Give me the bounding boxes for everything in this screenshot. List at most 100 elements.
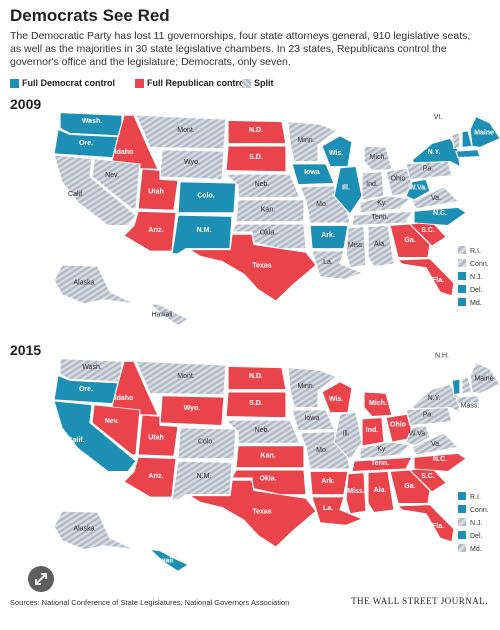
state-ny [411, 383, 461, 414]
state-la [311, 496, 364, 526]
state-co [177, 181, 237, 214]
inset-swatch-ri [458, 492, 466, 500]
inset-swatch-nj [458, 518, 466, 526]
state-label-co: Colo. [198, 438, 214, 445]
expand-button[interactable] [28, 566, 54, 592]
state-label-nc: N.C. [433, 210, 447, 217]
state-mi [363, 391, 393, 417]
inset-label-del: Del. [470, 287, 483, 294]
inset-swatch-del [458, 285, 466, 293]
state-sd [225, 391, 287, 419]
state-label-la: La. [323, 505, 333, 512]
state-vt [451, 132, 461, 150]
state-mn [287, 367, 337, 408]
state-label-me: Maine [474, 376, 493, 383]
state-label-or: Ore. [79, 386, 93, 393]
state-label-ny: N.Y. [428, 149, 441, 156]
state-al [367, 471, 395, 513]
state-nd [227, 120, 287, 144]
state-label-nh: N.H. [435, 107, 449, 114]
state-ar [309, 225, 349, 249]
state-label-il: Ill. [343, 431, 350, 438]
state-id [109, 114, 159, 170]
state-ks [235, 445, 305, 468]
legend-swatch-split [242, 78, 251, 88]
state-label-mo: Mo. [316, 447, 328, 454]
state-label-al: Ala. [374, 241, 386, 248]
state-fl [396, 504, 455, 543]
state-label-ar: Ark. [321, 232, 335, 239]
state-label-wa: Wash. [82, 118, 102, 125]
inset-swatch-ri [458, 246, 466, 254]
state-ga [389, 223, 431, 258]
state-label-nv: Nev. [105, 172, 119, 179]
state-label-tn: Tenn. [371, 214, 388, 221]
state-label-oh: Ohio [390, 422, 406, 429]
state-ma [455, 395, 481, 405]
inset-label-nj: N.J. [470, 274, 483, 281]
state-label-ak: Alaska [73, 525, 94, 532]
state-wv [405, 424, 431, 447]
state-fl [396, 258, 455, 297]
state-label-ok: Okla. [260, 229, 276, 236]
state-me [469, 362, 500, 394]
inset-label-del: Del. [470, 533, 483, 540]
state-label-pa: Pa. [423, 411, 434, 418]
state-label-ar: Ark. [321, 478, 335, 485]
inset-label-conn: Conn. [470, 261, 489, 268]
state-label-ks: Kan. [260, 452, 275, 459]
state-mt [135, 114, 227, 150]
state-mn [287, 121, 337, 162]
state-label-sd: S.D. [249, 400, 263, 407]
state-label-ut: Utah [148, 188, 164, 195]
state-tx [188, 234, 317, 302]
state-ok [231, 469, 307, 495]
state-label-vt: Vt. [434, 360, 443, 367]
state-nv [91, 404, 141, 456]
legend-item-republican: Full Republican control [135, 78, 247, 88]
legend-swatch-republican [135, 78, 144, 88]
inset-label-conn: Conn. [470, 507, 489, 514]
state-ca [53, 400, 137, 472]
state-label-tx: Texas [252, 263, 271, 270]
state-ga [389, 469, 431, 504]
state-hi [148, 548, 189, 572]
state-label-va: Va. [431, 195, 441, 202]
state-label-nh: N.H. [435, 353, 449, 360]
state-vt [451, 378, 461, 396]
state-label-ia: Iowa [305, 415, 320, 422]
legend-label-republican: Full Republican control [147, 78, 248, 88]
legend: Full Democrat control Full Republican co… [10, 78, 490, 92]
state-sd [225, 145, 287, 173]
state-label-ga: Ga. [404, 237, 415, 244]
inset-label-nj: N.J. [470, 520, 483, 527]
state-ca [53, 154, 137, 226]
state-va [411, 432, 459, 456]
state-label-wv: W.Va. [409, 431, 427, 438]
inset-label-ri: R.I. [470, 248, 481, 255]
state-label-az: Ariz. [148, 227, 163, 234]
state-nm [171, 214, 233, 254]
state-ne [224, 173, 301, 198]
state-label-hi: Hawaii [151, 311, 172, 318]
state-id [109, 360, 159, 416]
inset-label-ri: R.I. [470, 494, 481, 501]
state-ks [235, 199, 305, 222]
state-label-in: Ind. [366, 427, 378, 434]
state-label-ca: Calif. [68, 191, 84, 198]
state-label-mn: Minn. [297, 137, 314, 144]
inset-label-md: Md. [470, 300, 482, 307]
state-wa [59, 358, 123, 383]
state-label-tn: Tenn. [371, 460, 389, 467]
inset-swatch-conn [458, 259, 466, 267]
state-label-mi: Mich. [369, 400, 387, 407]
sources-note: Sources: National Conference of State Le… [10, 598, 290, 607]
state-nc [413, 207, 467, 226]
state-in [361, 417, 385, 447]
state-il [333, 412, 363, 461]
state-tx [188, 480, 317, 548]
state-in [361, 171, 385, 201]
legend-label-democrat: Full Democrat control [22, 78, 116, 88]
legend-item-democrat: Full Democrat control [10, 78, 115, 88]
state-label-mi: Mich. [370, 154, 387, 161]
